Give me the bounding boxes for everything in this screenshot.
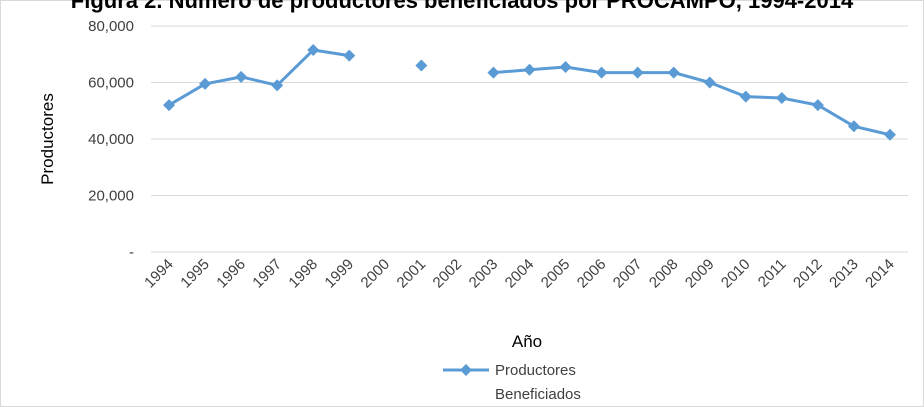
x-tick-label: 2013 bbox=[826, 256, 862, 292]
data-point bbox=[595, 66, 608, 79]
x-tick-label: 2009 bbox=[682, 256, 718, 292]
data-point bbox=[883, 128, 896, 141]
x-tick-label: 1994 bbox=[141, 256, 177, 292]
data-point bbox=[199, 77, 212, 90]
data-point bbox=[847, 120, 860, 133]
data-point bbox=[811, 99, 824, 112]
legend-label: Productores bbox=[495, 362, 576, 379]
x-tick-label: 2010 bbox=[718, 256, 754, 292]
series-line-segment bbox=[167, 82, 207, 107]
data-point bbox=[667, 66, 680, 79]
data-point bbox=[307, 44, 320, 57]
x-tick-label: 2006 bbox=[574, 256, 610, 292]
y-tick-label: 20,000 bbox=[88, 188, 134, 205]
series-line-segment bbox=[672, 71, 712, 84]
x-tick-label: 2001 bbox=[394, 256, 430, 292]
x-axis-title: Año bbox=[512, 332, 542, 351]
x-tick-label: 2008 bbox=[646, 256, 682, 292]
data-point bbox=[235, 70, 248, 83]
x-tick-label: 2011 bbox=[755, 256, 790, 291]
series-line-segment bbox=[491, 68, 531, 75]
x-tick-label: 2003 bbox=[466, 256, 502, 292]
x-tick-label: 1996 bbox=[213, 256, 249, 292]
data-point bbox=[271, 79, 284, 92]
y-tick-label: 60,000 bbox=[88, 75, 134, 92]
data-point bbox=[487, 66, 500, 79]
legend-marker bbox=[460, 364, 472, 376]
y-tick-label: - bbox=[129, 244, 134, 261]
series-line-segment bbox=[564, 65, 604, 75]
data-point bbox=[415, 59, 428, 72]
series-line-segment bbox=[816, 103, 856, 128]
series-line-segment bbox=[528, 65, 568, 72]
data-point bbox=[559, 60, 572, 73]
series-line-segment bbox=[744, 95, 784, 100]
x-tick-label: 2014 bbox=[862, 256, 898, 292]
y-tick-label: 40,000 bbox=[88, 131, 134, 148]
x-tick-label: 2007 bbox=[610, 256, 646, 292]
data-point bbox=[523, 63, 536, 76]
series-line-segment bbox=[311, 48, 351, 58]
data-point bbox=[343, 49, 356, 62]
data-point bbox=[775, 92, 788, 105]
series-line-segment bbox=[780, 96, 820, 107]
x-tick-label: 2004 bbox=[502, 256, 538, 292]
series-line-segment bbox=[708, 81, 748, 99]
x-tick-label: 1999 bbox=[321, 256, 357, 292]
series-line-segment bbox=[239, 75, 279, 87]
series-line-segment bbox=[852, 124, 892, 137]
chart-title: Figura 2. Número de productores benefici… bbox=[70, 0, 854, 13]
y-tick-label: 80,000 bbox=[88, 18, 134, 35]
y-axis-title: Productores bbox=[38, 93, 57, 185]
x-tick-label: 1997 bbox=[249, 256, 285, 292]
x-tick-label: 2005 bbox=[538, 256, 574, 292]
data-point bbox=[631, 66, 644, 79]
data-point bbox=[739, 90, 752, 103]
x-tick-label: 2000 bbox=[358, 256, 394, 292]
data-point bbox=[703, 76, 716, 89]
series-line-segment bbox=[275, 48, 315, 87]
x-tick-label: 2002 bbox=[430, 256, 466, 292]
series-line-segment bbox=[203, 75, 243, 86]
data-point bbox=[163, 99, 176, 112]
x-tick-label: 2012 bbox=[790, 256, 826, 292]
legend-label: Beneficiados bbox=[495, 386, 581, 403]
x-tick-label: 1998 bbox=[285, 256, 321, 292]
x-tick-label: 1995 bbox=[177, 256, 213, 292]
